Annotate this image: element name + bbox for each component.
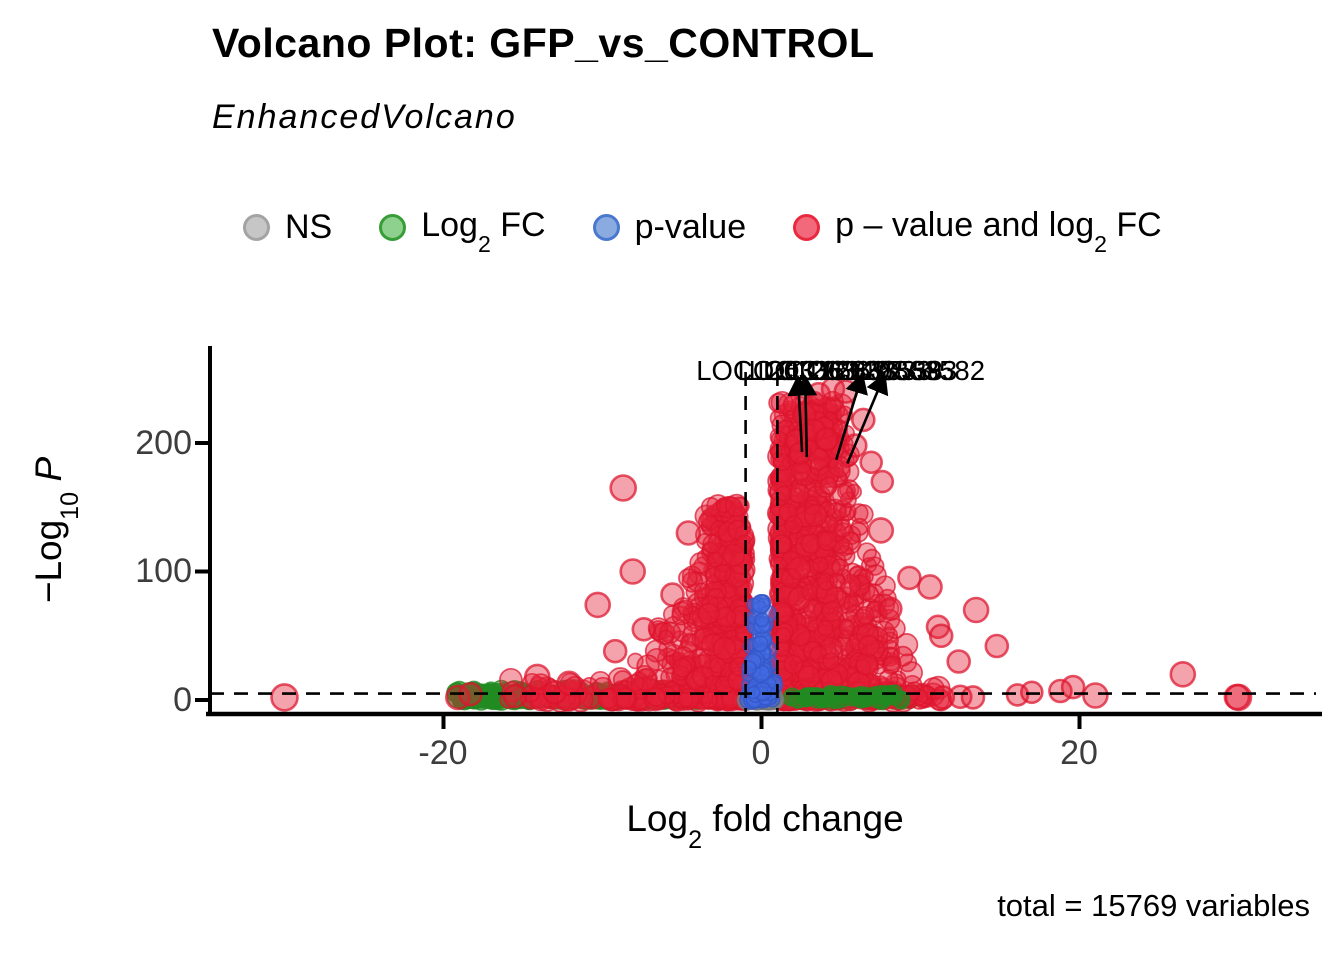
y-axis-title: −Log10 P (27, 456, 84, 604)
y-tick-0: 0 (173, 681, 192, 719)
plot-subtitle: EnhancedVolcano (212, 98, 517, 136)
label-connector-arrows (787, 372, 889, 465)
legend-item-pvalue-log2fc: p – value and log2 FC (793, 206, 1162, 257)
total-variables-caption: total = 15769 variables (997, 888, 1310, 923)
legend-item-log2fc: Log2 FC (379, 206, 546, 257)
scatter-points (270, 376, 1253, 713)
x-tick-0: 0 (751, 734, 771, 772)
legend-label-log2fc: Log2 FC (421, 206, 546, 257)
axis-ticks (195, 441, 1082, 729)
svg-text:LOC126863582: LOC126863582 (791, 355, 985, 386)
legend-label-ns: NS (285, 208, 333, 247)
pvalue-key-icon (592, 214, 620, 242)
axis-spines (206, 346, 1322, 717)
plot-title: Volcano Plot: GFP_vs_CONTROL (212, 20, 875, 66)
legend-label-pvalue: p-value (634, 208, 747, 247)
y-tick-100: 100 (135, 552, 192, 590)
ns-key-icon (243, 214, 270, 242)
legend-item-pvalue: p-value (592, 208, 747, 247)
cutoff-lines (210, 372, 1316, 713)
y-tick-200: 200 (135, 424, 192, 462)
x-axis-title: Log2 fold change (626, 798, 904, 855)
legend: NS Log2 FC p-value p – value and log2 FC (243, 206, 1162, 257)
log2fc-key-icon (379, 214, 407, 242)
pvalue-log2fc-key-icon (793, 214, 821, 242)
x-tick-neg20: -20 (418, 734, 468, 772)
x-tick-20: 20 (1060, 734, 1098, 772)
legend-item-ns: NS (243, 208, 332, 247)
legend-label-pvalue-log2fc: p – value and log2 FC (835, 206, 1162, 257)
gene-labels: LOC126336349LOC126863533LOC126338558LOC1… (696, 355, 985, 386)
